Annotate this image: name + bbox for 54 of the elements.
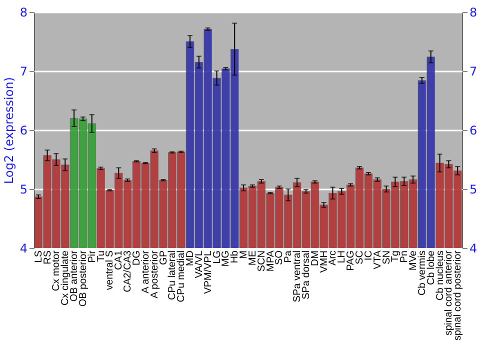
- x-tick-label: M: [238, 250, 250, 259]
- y2-tick-label: 8: [470, 6, 478, 20]
- y-tick-label: 7: [20, 64, 28, 78]
- x-tick-label: CPu medial: [176, 250, 188, 302]
- x-tick-label: MPA: [265, 250, 276, 272]
- y2-tick-label: 6: [470, 124, 478, 138]
- y2-tick-label: 4: [470, 242, 478, 256]
- x-tick-label: LH: [336, 250, 348, 264]
- y2-tick-label: 7: [470, 64, 478, 78]
- x-tick-label: SN: [381, 250, 392, 264]
- y-tick-label: 4: [20, 242, 28, 256]
- x-tick-label: MVe: [408, 250, 420, 271]
- y2-tick-label: 5: [470, 182, 478, 196]
- x-tick-label: Hb: [230, 250, 241, 264]
- x-tick-label: Arc: [328, 250, 339, 266]
- x-tick-label: Cb vermis: [416, 250, 428, 296]
- x-tick-label: DG: [131, 250, 142, 266]
- x-tick-label: Cx cingulate: [60, 250, 72, 306]
- x-tick-label: SCN: [256, 250, 268, 272]
- y-tick-label: 5: [20, 182, 28, 196]
- x-tick-label: Cb nucleus: [434, 250, 446, 301]
- x-tick-label: VA/VL: [194, 250, 205, 278]
- x-tick-label: A posterior: [149, 250, 160, 298]
- x-tick-label: SC: [354, 250, 366, 264]
- x-tick-label: DM: [310, 250, 321, 266]
- x-tick-label: VMH: [318, 250, 330, 273]
- x-tick-label: GP: [158, 250, 170, 265]
- x-tick-label: Tg: [390, 250, 402, 262]
- x-tick-label: SPa dorsal: [300, 250, 312, 300]
- x-tick-label: spinal cord posterior: [452, 250, 464, 341]
- x-tick-label: Pa: [283, 250, 294, 263]
- x-tick-label: LG: [212, 250, 223, 264]
- x-tick-label: Pir: [86, 250, 98, 263]
- y-axis-title: Log2 (expression): [2, 77, 16, 184]
- x-tick-label: A anterior: [140, 250, 152, 294]
- x-tick-label: VPM/VPL: [202, 250, 214, 294]
- x-tick-label: CA1: [114, 250, 125, 270]
- x-tick-label: OB posterior: [78, 250, 89, 307]
- x-tick-label: ME: [247, 250, 258, 266]
- y-tick-label: 8: [20, 6, 28, 20]
- x-tick-label: SO: [274, 250, 286, 265]
- x-tick-label: Pn: [399, 250, 410, 263]
- x-tick-label: VTA: [372, 250, 384, 270]
- x-tick-label: IC: [363, 250, 374, 260]
- x-tick-label: Tu: [96, 250, 107, 262]
- x-tick-label: PAG: [346, 250, 357, 271]
- x-tick-label: LS: [33, 250, 44, 263]
- x-tick-label: Cb lobe: [426, 250, 437, 285]
- x-tick-label: OB anterior: [69, 250, 80, 302]
- x-tick-label: spinal cord anterior: [444, 250, 455, 336]
- y-tick-label: 6: [20, 124, 28, 138]
- x-tick-label: RS: [42, 250, 54, 264]
- x-tick-label: CA2/CA3: [122, 250, 134, 292]
- x-tick-label: ventral S: [104, 250, 116, 290]
